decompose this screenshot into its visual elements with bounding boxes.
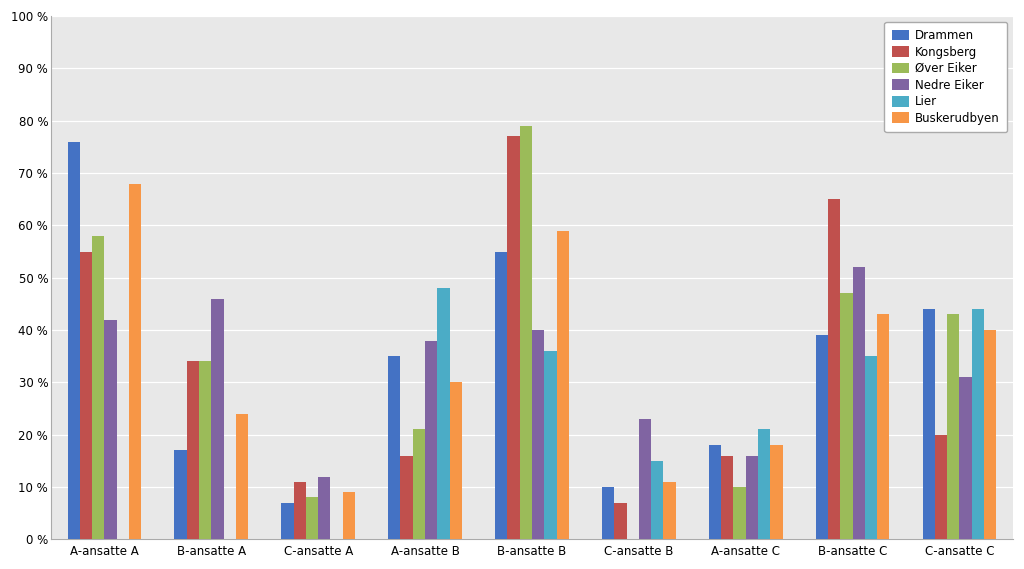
Bar bbox=[413, 430, 425, 539]
Bar bbox=[959, 377, 972, 539]
Bar bbox=[306, 497, 318, 539]
Bar bbox=[733, 487, 745, 539]
Bar bbox=[425, 340, 437, 539]
Bar bbox=[721, 456, 733, 539]
Bar bbox=[400, 456, 413, 539]
Bar bbox=[923, 309, 935, 539]
Bar bbox=[935, 435, 947, 539]
Bar bbox=[947, 314, 959, 539]
Bar bbox=[519, 126, 531, 539]
Bar bbox=[758, 430, 770, 539]
Bar bbox=[878, 314, 890, 539]
Bar bbox=[174, 451, 186, 539]
Bar bbox=[318, 477, 331, 539]
Bar bbox=[129, 184, 141, 539]
Bar bbox=[437, 288, 450, 539]
Bar bbox=[92, 236, 104, 539]
Bar bbox=[236, 414, 248, 539]
Bar bbox=[651, 461, 664, 539]
Bar bbox=[984, 330, 996, 539]
Bar bbox=[816, 335, 828, 539]
Bar bbox=[294, 482, 306, 539]
Bar bbox=[211, 299, 223, 539]
Bar bbox=[544, 351, 556, 539]
Bar bbox=[104, 320, 117, 539]
Bar bbox=[853, 267, 865, 539]
Bar bbox=[614, 502, 627, 539]
Bar bbox=[709, 445, 721, 539]
Bar bbox=[664, 482, 676, 539]
Bar bbox=[80, 251, 92, 539]
Bar bbox=[388, 356, 400, 539]
Bar bbox=[972, 309, 984, 539]
Bar bbox=[199, 361, 211, 539]
Bar bbox=[507, 137, 519, 539]
Bar bbox=[639, 419, 651, 539]
Bar bbox=[602, 487, 614, 539]
Bar bbox=[68, 142, 80, 539]
Bar bbox=[282, 502, 294, 539]
Bar bbox=[556, 230, 568, 539]
Bar bbox=[828, 199, 841, 539]
Bar bbox=[865, 356, 878, 539]
Legend: Drammen, Kongsberg, Øver Eiker, Nedre Eiker, Lier, Buskerudbyen: Drammen, Kongsberg, Øver Eiker, Nedre Ei… bbox=[885, 22, 1007, 132]
Bar bbox=[450, 382, 462, 539]
Bar bbox=[841, 294, 853, 539]
Bar bbox=[531, 330, 544, 539]
Bar bbox=[343, 492, 355, 539]
Bar bbox=[186, 361, 199, 539]
Bar bbox=[495, 251, 507, 539]
Bar bbox=[745, 456, 758, 539]
Bar bbox=[770, 445, 782, 539]
